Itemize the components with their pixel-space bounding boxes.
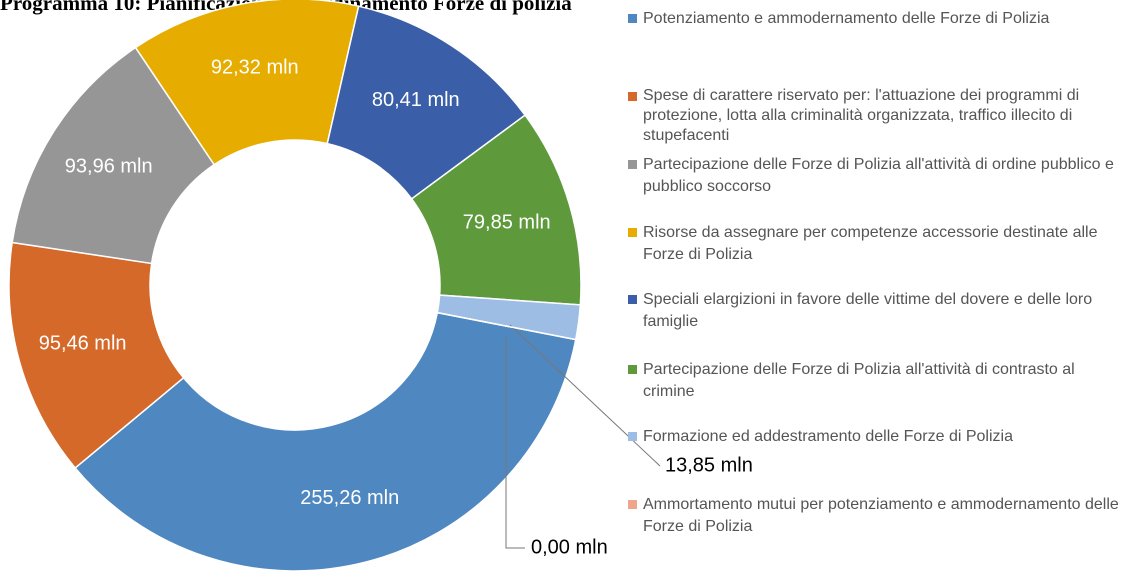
leader-line [505,338,525,549]
legend-swatch [628,432,637,441]
legend-swatch [628,500,637,509]
donut-slice [11,46,216,265]
legend-swatch [628,365,637,374]
legend-label: Speciali elargizioni in favore delle vit… [643,291,1093,330]
legend-item: Formazione ed addestramento delle Forze … [628,426,1128,448]
data-label: 79,85 mln [463,212,551,234]
legend-label: Spese di carattere riservato per: l'attu… [643,87,1080,144]
data-label: 0,00 mln [531,536,608,558]
legend-item: Ammortamento mutui per potenziamento e a… [628,494,1128,538]
legend-label: Potenziamento e ammodernamento delle For… [643,10,1050,27]
legend-swatch [628,92,637,101]
legend-label: Risorse da assegnare per competenze acce… [643,224,1098,263]
donut-slice [74,311,577,571]
leader-line [509,324,661,467]
data-label: 93,96 mln [65,155,153,177]
legend-swatch [628,295,637,304]
legend-item: Risorse da assegnare per competenze acce… [628,222,1128,266]
donut-slice [8,241,185,470]
legend-swatch [628,14,637,23]
data-label: 92,32 mln [211,56,299,78]
legend-label: Ammortamento mutui per potenziamento e a… [643,496,1119,535]
legend-item: Partecipazione delle Forze di Polizia al… [628,359,1128,403]
legend-label: Formazione ed addestramento delle Forze … [643,428,1013,445]
data-label: 95,46 mln [39,333,127,355]
data-label: 255,26 mln [300,487,399,509]
legend-item: Partecipazione delle Forze di Polizia al… [628,154,1128,198]
legend-item: Spese di carattere riservato per: l'attu… [628,86,1128,146]
data-label: 13,85 mln [665,454,753,476]
legend-item: Speciali elargizioni in favore delle vit… [628,289,1128,333]
donut-slice [134,0,360,166]
data-label: 80,41 mln [372,89,460,111]
legend-label: Partecipazione delle Forze di Polizia al… [643,156,1114,195]
donut-slice [437,311,576,341]
legend-item: Potenziamento e ammodernamento delle For… [628,8,1128,30]
legend-swatch [628,160,637,169]
legend-swatch [628,228,637,237]
legend-label: Partecipazione delle Forze di Polizia al… [643,361,1075,400]
